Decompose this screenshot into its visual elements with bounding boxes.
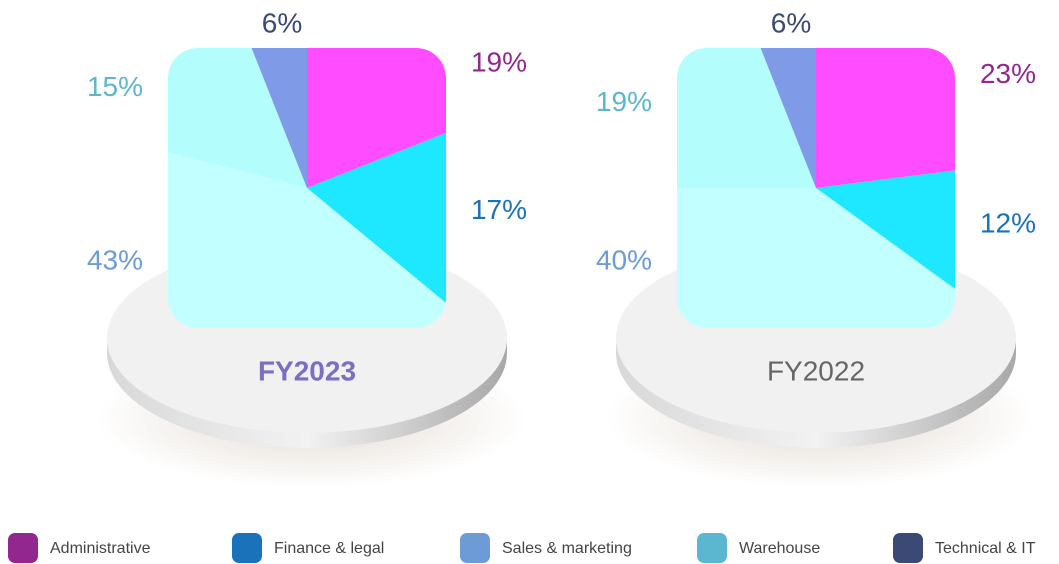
value-label: 6% xyxy=(771,7,811,38)
legend-swatch xyxy=(893,533,923,563)
value-label: 12% xyxy=(980,208,1036,239)
value-label: 43% xyxy=(87,244,143,275)
legend-swatch xyxy=(697,533,727,563)
pie-slice xyxy=(816,48,955,188)
pie-slice xyxy=(226,48,307,188)
legend-label: Sales & marketing xyxy=(502,540,632,557)
pie-slice xyxy=(677,188,955,328)
value-label: 15% xyxy=(87,71,143,102)
pie-slice xyxy=(735,48,816,188)
value-label: 6% xyxy=(262,7,302,38)
value-label: 17% xyxy=(471,194,527,225)
legend-label: Technical & IT xyxy=(935,540,1036,557)
pie-slice xyxy=(307,107,446,328)
pie-title: FY2022 xyxy=(767,355,865,386)
pie xyxy=(677,48,955,328)
pie-slice xyxy=(307,48,446,188)
legend-label: Administrative xyxy=(50,540,151,557)
legend-swatch xyxy=(8,533,38,563)
pedestal-side xyxy=(107,338,507,448)
legend-swatch xyxy=(460,533,490,563)
value-label: 40% xyxy=(596,244,652,275)
pie-title: FY2023 xyxy=(258,355,356,386)
pie xyxy=(168,48,446,328)
pie-slice xyxy=(677,48,816,188)
legend-swatch xyxy=(232,533,262,563)
value-label: 19% xyxy=(596,86,652,117)
pie-slice xyxy=(168,133,446,328)
legend-label: Warehouse xyxy=(739,540,820,557)
value-label: 23% xyxy=(980,58,1036,89)
pie-slice xyxy=(816,160,955,318)
value-label: 19% xyxy=(471,46,527,77)
pedestal-side xyxy=(616,338,1016,448)
legend-label: Finance & legal xyxy=(274,540,384,557)
pie-slice xyxy=(168,48,307,188)
